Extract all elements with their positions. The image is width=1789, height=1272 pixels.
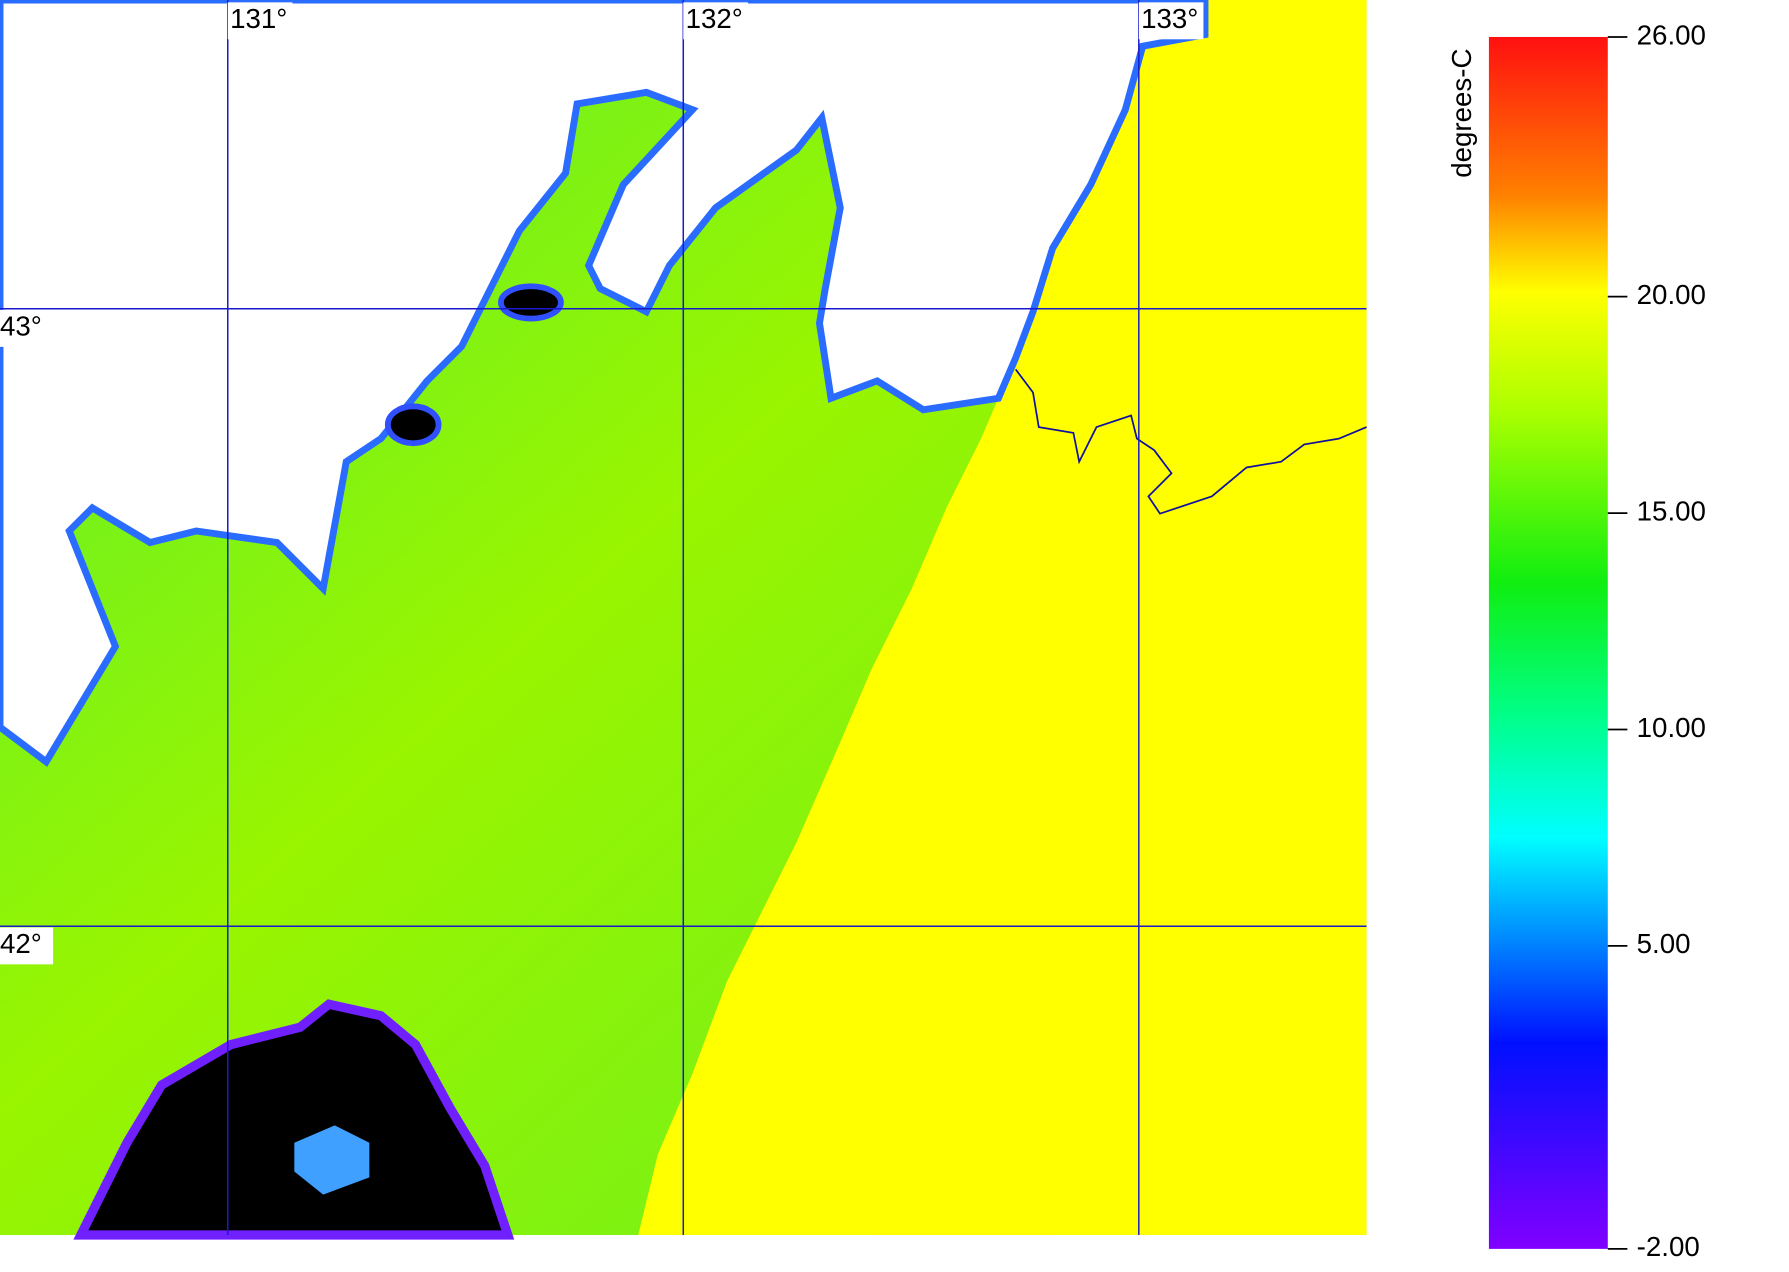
colorbar (1488, 36, 1608, 1249)
colorbar-tick-label: 20.00 (1637, 279, 1706, 310)
colorbar-tick-label: 10.00 (1637, 712, 1706, 743)
island (498, 283, 564, 322)
label-bg (1138, 2, 1204, 40)
colorbar-tick-label: 15.00 (1637, 495, 1706, 526)
island (384, 403, 442, 447)
lon-label: 133° (1141, 3, 1198, 34)
label-bg (0, 309, 54, 347)
land (0, 0, 1209, 767)
coastline (1014, 368, 1367, 515)
lon-label: 132° (686, 3, 743, 34)
colorbar-tick-label: 26.00 (1637, 19, 1706, 50)
lat-label: 43° (0, 311, 42, 342)
label-bg (683, 2, 748, 40)
colorbar-tick-label: 5.00 (1637, 928, 1691, 959)
label-bg (0, 927, 54, 965)
island (294, 1125, 370, 1195)
colorbar-title: degrees-C (1446, 49, 1477, 178)
lat-label: 42° (0, 928, 42, 959)
label-bg (227, 2, 293, 40)
lon-label: 131° (230, 3, 287, 34)
land-dark (73, 999, 515, 1240)
colorbar-tick-label: -2.00 (1637, 1231, 1700, 1262)
